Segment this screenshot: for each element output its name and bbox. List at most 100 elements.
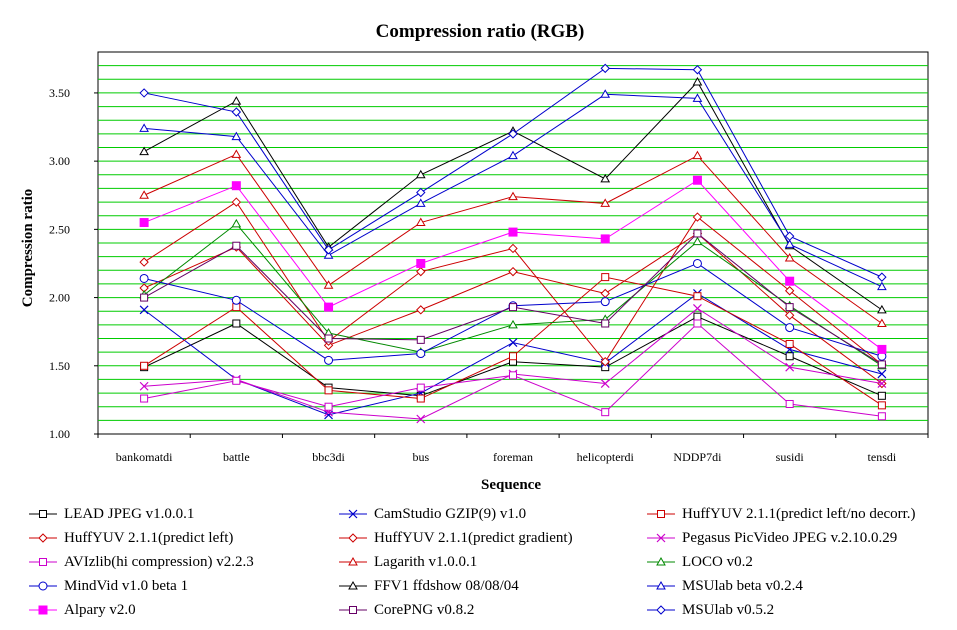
y-axis-ticks: 1.00 1.50 2.00 2.50 3.00 3.50 xyxy=(49,86,98,441)
y-tick-label: 1.00 xyxy=(49,427,70,441)
data-point xyxy=(139,190,149,199)
data-point xyxy=(231,295,241,305)
data-point xyxy=(877,401,886,410)
legend-item: LEAD JPEG v1.0.0.1 xyxy=(28,503,194,525)
data-point xyxy=(600,297,610,307)
data-point xyxy=(139,273,149,283)
data-point xyxy=(692,93,703,102)
x-tick-label: bbc3di xyxy=(312,450,345,464)
data-point xyxy=(877,369,887,379)
data-point xyxy=(601,273,610,282)
data-point xyxy=(692,258,702,268)
y-tick-label: 3.00 xyxy=(49,154,70,168)
data-point xyxy=(601,408,610,417)
legend-swatch xyxy=(29,510,57,518)
data-point xyxy=(324,386,333,395)
data-point xyxy=(784,310,795,321)
legend-label: AVIzlib(hi compression) v2.2.3 xyxy=(64,553,254,570)
data-point xyxy=(139,146,149,156)
data-point xyxy=(877,344,887,354)
legend-item: AVIzlib(hi compression) v2.2.3 xyxy=(28,551,254,573)
data-point xyxy=(508,129,518,139)
x-tick-label: foreman xyxy=(493,450,533,464)
data-point xyxy=(693,304,702,313)
data-point xyxy=(323,250,334,259)
data-point xyxy=(600,198,611,207)
legend-item: MSUlab v0.5.2 xyxy=(646,599,774,621)
data-point xyxy=(416,305,426,315)
data-point xyxy=(416,383,425,392)
data-point xyxy=(877,272,887,282)
data-point xyxy=(415,198,426,207)
data-point xyxy=(877,360,886,369)
data-point xyxy=(416,187,426,198)
data-point xyxy=(139,257,149,267)
legend-label: CamStudio GZIP(9) v1.0 xyxy=(374,505,527,522)
legend-label: MSUlab beta v0.2.4 xyxy=(682,577,803,594)
legend-swatch xyxy=(29,533,57,543)
data-point xyxy=(508,191,518,201)
data-point xyxy=(877,412,886,421)
x-axis-label: Sequence xyxy=(481,477,541,493)
legend-item: Lagarith v1.0.0.1 xyxy=(338,551,477,573)
x-tick-label: tensdi xyxy=(868,450,897,464)
legend: LEAD JPEG v1.0.0.1 CamStudio GZIP(9) v1.0… xyxy=(0,500,957,630)
data-point xyxy=(693,229,702,238)
data-point xyxy=(324,402,333,411)
series-11 xyxy=(139,89,887,291)
data-point xyxy=(323,245,334,255)
data-point xyxy=(416,394,425,403)
data-point xyxy=(692,236,703,246)
series-14 xyxy=(139,63,887,282)
data-point xyxy=(508,266,518,277)
legend-item: CamStudio GZIP(9) v1.0 xyxy=(338,503,526,525)
data-point xyxy=(601,319,610,328)
data-point xyxy=(785,323,795,333)
legend-item: MSUlab beta v0.2.4 xyxy=(646,575,803,597)
data-point xyxy=(231,96,242,105)
data-point xyxy=(692,212,703,222)
series-13 xyxy=(140,229,886,369)
legend-swatch xyxy=(339,556,367,566)
x-tick-label: NDDP7di xyxy=(673,450,722,464)
data-point xyxy=(139,123,149,132)
data-point xyxy=(416,414,426,424)
chart-title: Compression ratio (RGB) xyxy=(376,21,585,42)
legend-label: HuffYUV 2.1.1(predict gradient) xyxy=(374,529,573,546)
legend-label: FFV1 ffdshow 08/08/04 xyxy=(374,577,519,594)
data-point xyxy=(877,318,887,327)
legend-item: LOCO v0.2 xyxy=(646,551,753,573)
data-point xyxy=(784,239,795,248)
data-point xyxy=(509,371,517,380)
legend-swatch xyxy=(29,558,57,566)
data-point xyxy=(784,286,795,296)
data-point xyxy=(692,175,702,185)
data-point xyxy=(600,379,610,388)
data-point xyxy=(785,352,794,361)
data-point xyxy=(324,302,334,312)
data-point xyxy=(877,379,887,388)
legend-item: Alpary v2.0 xyxy=(28,599,136,621)
data-point xyxy=(785,276,795,286)
data-point xyxy=(324,355,334,365)
legend-swatch xyxy=(29,581,57,591)
legend-item: HuffYUV 2.1.1(predict gradient) xyxy=(338,527,573,549)
legend-swatch xyxy=(339,509,367,519)
series-lines xyxy=(139,63,887,424)
data-point xyxy=(600,89,611,98)
data-point xyxy=(784,252,795,262)
data-point xyxy=(784,231,795,241)
legend-swatch xyxy=(647,556,675,566)
data-point xyxy=(231,131,242,141)
data-point xyxy=(140,293,149,302)
chart: Compression ratio (RGB) 1.00 1.50 2.00 2.50… xyxy=(20,21,929,493)
data-point xyxy=(232,319,241,328)
x-tick-label: bankomatdi xyxy=(116,450,173,464)
x-tick-label: susidi xyxy=(776,450,805,464)
data-point xyxy=(231,218,242,228)
data-point xyxy=(509,352,517,361)
x-tick-label: battle xyxy=(223,450,250,464)
data-point xyxy=(877,304,887,314)
legend-label: MSUlab v0.5.2 xyxy=(682,601,775,618)
data-point xyxy=(231,181,241,191)
